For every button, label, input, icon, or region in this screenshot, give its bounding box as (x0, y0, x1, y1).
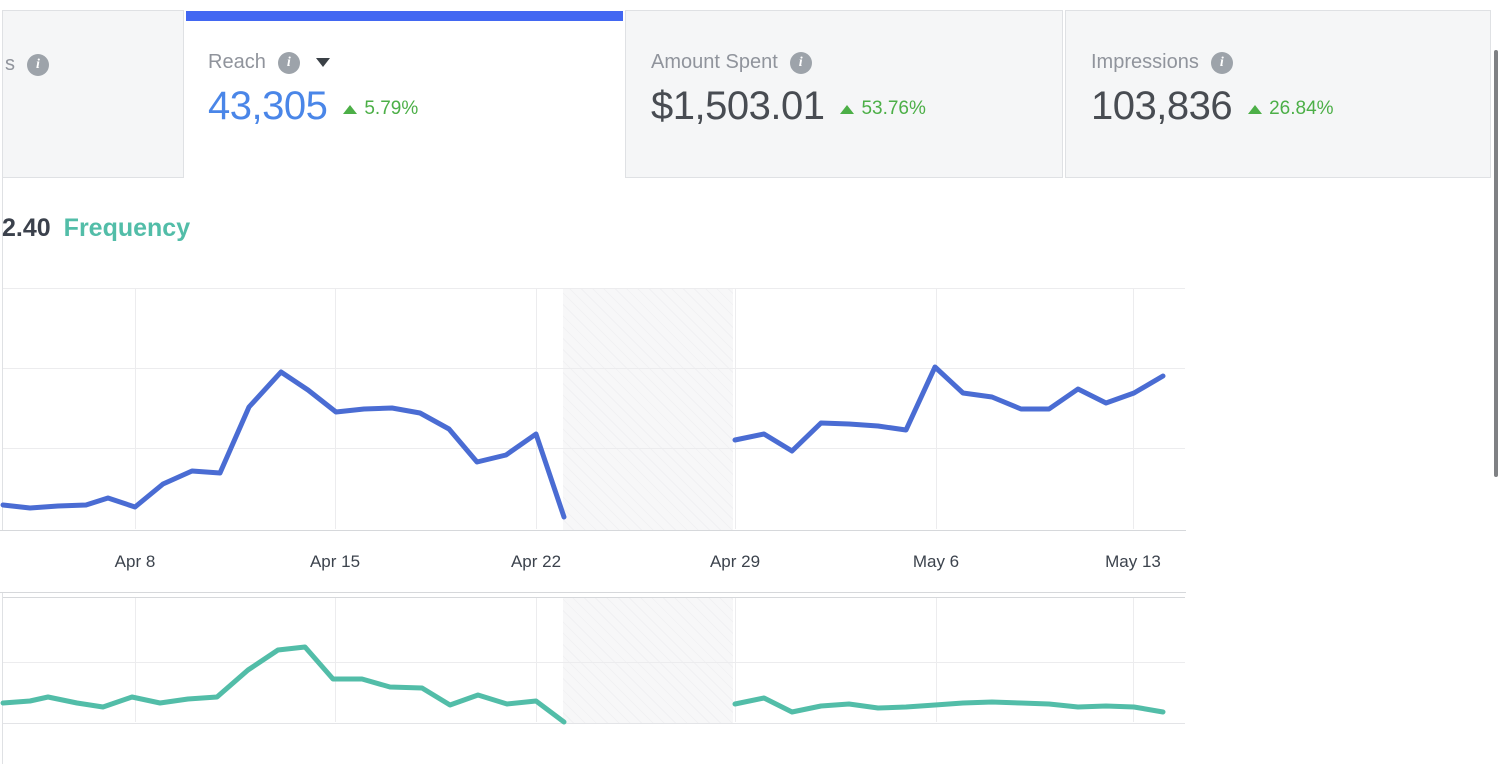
x-axis: Apr 8 Apr 15 Apr 22 Apr 29 May 6 May 13 (0, 530, 1186, 593)
info-icon[interactable]: i (789, 51, 812, 74)
metric-card-reach[interactable]: Reach i 43,305 5.79% (186, 11, 623, 178)
x-axis-label: Apr 22 (510, 552, 562, 571)
metric-label: Amount Spent (651, 51, 778, 73)
metric-label: Reach (208, 51, 266, 73)
metric-card-impressions[interactable]: Impressions i 103,836 26.84% (1065, 10, 1491, 178)
metric-value: 43,305 (208, 84, 328, 128)
x-axis-label: May 6 (912, 552, 960, 571)
frequency-average-value: 2.40 (2, 214, 51, 242)
increase-arrow-icon (1248, 104, 1263, 114)
frequency-legend-label: Frequency (63, 214, 191, 242)
x-axis-label: Apr 8 (114, 552, 156, 571)
metric-label: Impressions (1091, 51, 1199, 73)
selected-tab-indicator (186, 11, 623, 21)
metric-delta: 26.84% (1248, 98, 1334, 120)
chart-legend: 2.40 Frequency (2, 214, 190, 243)
x-axis-label: Apr 29 (709, 552, 761, 571)
metric-value: 103,836 (1091, 84, 1233, 128)
info-icon[interactable]: i (27, 53, 49, 76)
metric-value: $1,503.01 (651, 84, 825, 128)
x-axis-label: Apr 15 (309, 552, 361, 571)
metric-card-amount-spent[interactable]: Amount Spent i $1,503.01 53.76% (625, 10, 1063, 178)
missing-data-band (563, 289, 733, 530)
increase-arrow-icon (343, 104, 358, 114)
info-icon[interactable]: i (1210, 51, 1233, 74)
chevron-down-icon[interactable] (315, 58, 330, 67)
metric-label-fragment: s (5, 53, 15, 75)
info-icon[interactable]: i (277, 51, 300, 74)
delta-percentage: 26.84% (1269, 98, 1334, 119)
metric-delta: 53.76% (840, 98, 926, 120)
increase-arrow-icon (840, 104, 855, 114)
delta-percentage: 53.76% (861, 98, 926, 119)
missing-data-band (563, 598, 733, 723)
metric-card-partial[interactable]: s i (2, 10, 184, 178)
x-axis-label: May 13 (1105, 552, 1161, 571)
vertical-scrollbar-thumb[interactable] (1494, 50, 1498, 477)
delta-percentage: 5.79% (364, 98, 419, 119)
metric-delta: 5.79% (343, 98, 418, 120)
